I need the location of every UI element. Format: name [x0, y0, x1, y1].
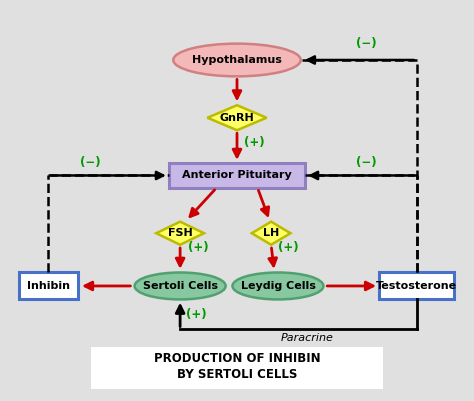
Ellipse shape: [135, 273, 226, 300]
Text: (−): (−): [80, 156, 101, 168]
Text: GnRH: GnRH: [219, 113, 255, 123]
Text: Hypothalamus: Hypothalamus: [192, 55, 282, 65]
Text: Anterior Pituitary: Anterior Pituitary: [182, 170, 292, 180]
Text: Testosterone: Testosterone: [376, 281, 457, 291]
FancyBboxPatch shape: [18, 273, 78, 300]
Text: (+): (+): [278, 241, 299, 254]
Polygon shape: [156, 222, 204, 245]
Ellipse shape: [173, 44, 301, 76]
Text: Sertoli Cells: Sertoli Cells: [143, 281, 218, 291]
Text: FSH: FSH: [168, 228, 192, 238]
Text: Paracrine: Paracrine: [280, 333, 333, 343]
Text: LH: LH: [263, 228, 279, 238]
FancyBboxPatch shape: [379, 273, 454, 300]
FancyBboxPatch shape: [169, 163, 305, 188]
Text: (+): (+): [244, 136, 264, 149]
Text: BY SERTOLI CELLS: BY SERTOLI CELLS: [177, 368, 297, 381]
Polygon shape: [252, 222, 291, 245]
Ellipse shape: [232, 273, 323, 300]
Text: (−): (−): [356, 156, 377, 168]
Text: (+): (+): [188, 241, 209, 254]
Text: PRODUCTION OF INHIBIN: PRODUCTION OF INHIBIN: [154, 352, 320, 365]
Text: Inhibin: Inhibin: [27, 281, 70, 291]
Text: (−): (−): [356, 37, 377, 50]
Text: Leydig Cells: Leydig Cells: [240, 281, 315, 291]
Text: (+): (+): [186, 308, 207, 320]
Polygon shape: [208, 105, 266, 130]
FancyBboxPatch shape: [91, 347, 383, 389]
